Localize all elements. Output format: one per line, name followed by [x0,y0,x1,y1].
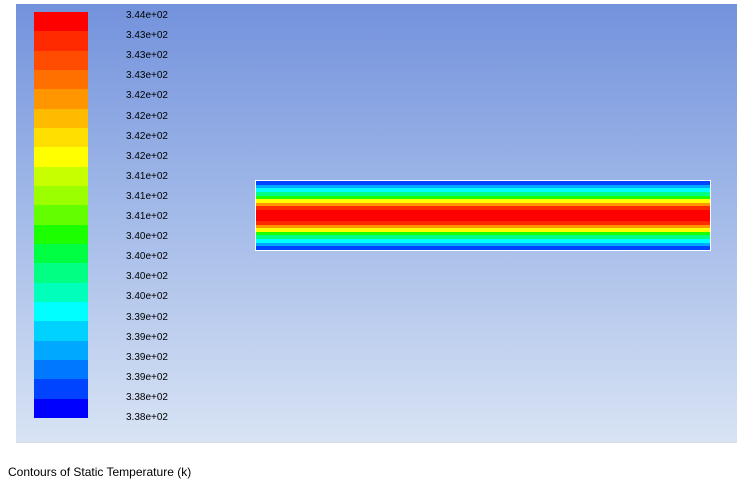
colorbar-swatch [34,128,88,148]
colorbar-swatch [34,50,88,71]
colorbar-tick-label: 3.42e+02 [126,110,168,122]
colorbar-tick-label: 3.43e+02 [126,70,168,82]
contour-band [256,246,710,251]
contour-band [256,217,710,222]
colorbar-swatch [34,12,88,32]
temperature-contour-plot [255,180,711,251]
graphics-viewport[interactable]: 3.44e+02 3.43e+02 3.43e+02 3.43e+02 3.42e+02… [16,4,737,442]
colorbar-swatch [34,244,88,264]
colorbar-swatch [34,108,88,129]
colorbar-tick-label: 3.38e+02 [126,412,168,423]
contour-band [256,228,710,233]
colorbar-swatch [34,340,88,361]
contour-band [256,195,710,200]
plot-caption: Contours of Static Temperature (k) [8,465,192,479]
colorbar-swatch [34,70,88,90]
colorbar-swatch [34,282,88,303]
colorbar-swatch [34,166,88,187]
colorbar-tick-label: 3.42e+02 [126,150,168,162]
contour-band [256,202,710,207]
colorbar-tick-label: 3.43e+02 [126,30,168,42]
colorbar-swatch [34,379,88,400]
colorbar-tick-label: 3.39e+02 [126,351,168,363]
contour-band [256,213,710,218]
colorbar-swatch [34,89,88,110]
contour-band [256,191,710,197]
colorbar-tick-label: 3.41e+02 [126,211,168,222]
colorbar-tick-label: 3.40e+02 [126,291,168,303]
colorbar-tick-label: 3.42e+02 [126,90,168,102]
colorbar-swatch [34,31,88,52]
colorbar-swatch [34,224,88,245]
colorbar-swatch [34,302,88,322]
contour-band [256,199,710,204]
contour-band [256,231,710,236]
colorbar-tick-label: 3.44e+02 [126,10,168,21]
colorbar-tick-label: 3.40e+02 [126,231,168,243]
contour-band [256,224,710,229]
colorbar-tick-label: 3.41e+02 [126,190,168,202]
caption-divider [16,442,737,443]
contour-band [256,235,710,240]
colorbar-tick-label: 3.39e+02 [126,371,168,383]
colorbar-tick-label: 3.39e+02 [126,331,168,343]
contour-band [256,242,710,247]
contour-band [256,239,710,244]
colorbar-tick-label: 3.39e+02 [126,311,168,323]
contour-band [256,184,710,189]
contour-band [256,188,710,193]
contour-band [256,220,710,226]
colorbar-swatch [34,205,88,226]
colorbar-tick-label: 3.38e+02 [126,391,168,403]
colorbar-tick-label: 3.40e+02 [126,251,168,263]
colorbar-tick-label: 3.40e+02 [126,271,168,283]
colorbar-tick-label: 3.43e+02 [126,50,168,62]
colorbar-swatch [34,398,88,419]
contour-band [256,210,710,215]
colorbar-swatch [34,263,88,284]
colorbar-legend: 3.44e+02 3.43e+02 3.43e+02 3.43e+02 3.42e+02… [34,10,168,423]
contour-band [256,181,710,186]
colorbar-swatch [34,147,88,168]
colorbar-tick-label: 3.41e+02 [126,170,168,182]
colorbar-swatch [34,360,88,380]
colorbar-swatch [34,186,88,206]
contour-band [256,206,710,211]
colorbar-swatch [34,321,88,342]
colorbar-tick-label: 3.42e+02 [126,130,168,142]
caption-band [0,443,737,487]
